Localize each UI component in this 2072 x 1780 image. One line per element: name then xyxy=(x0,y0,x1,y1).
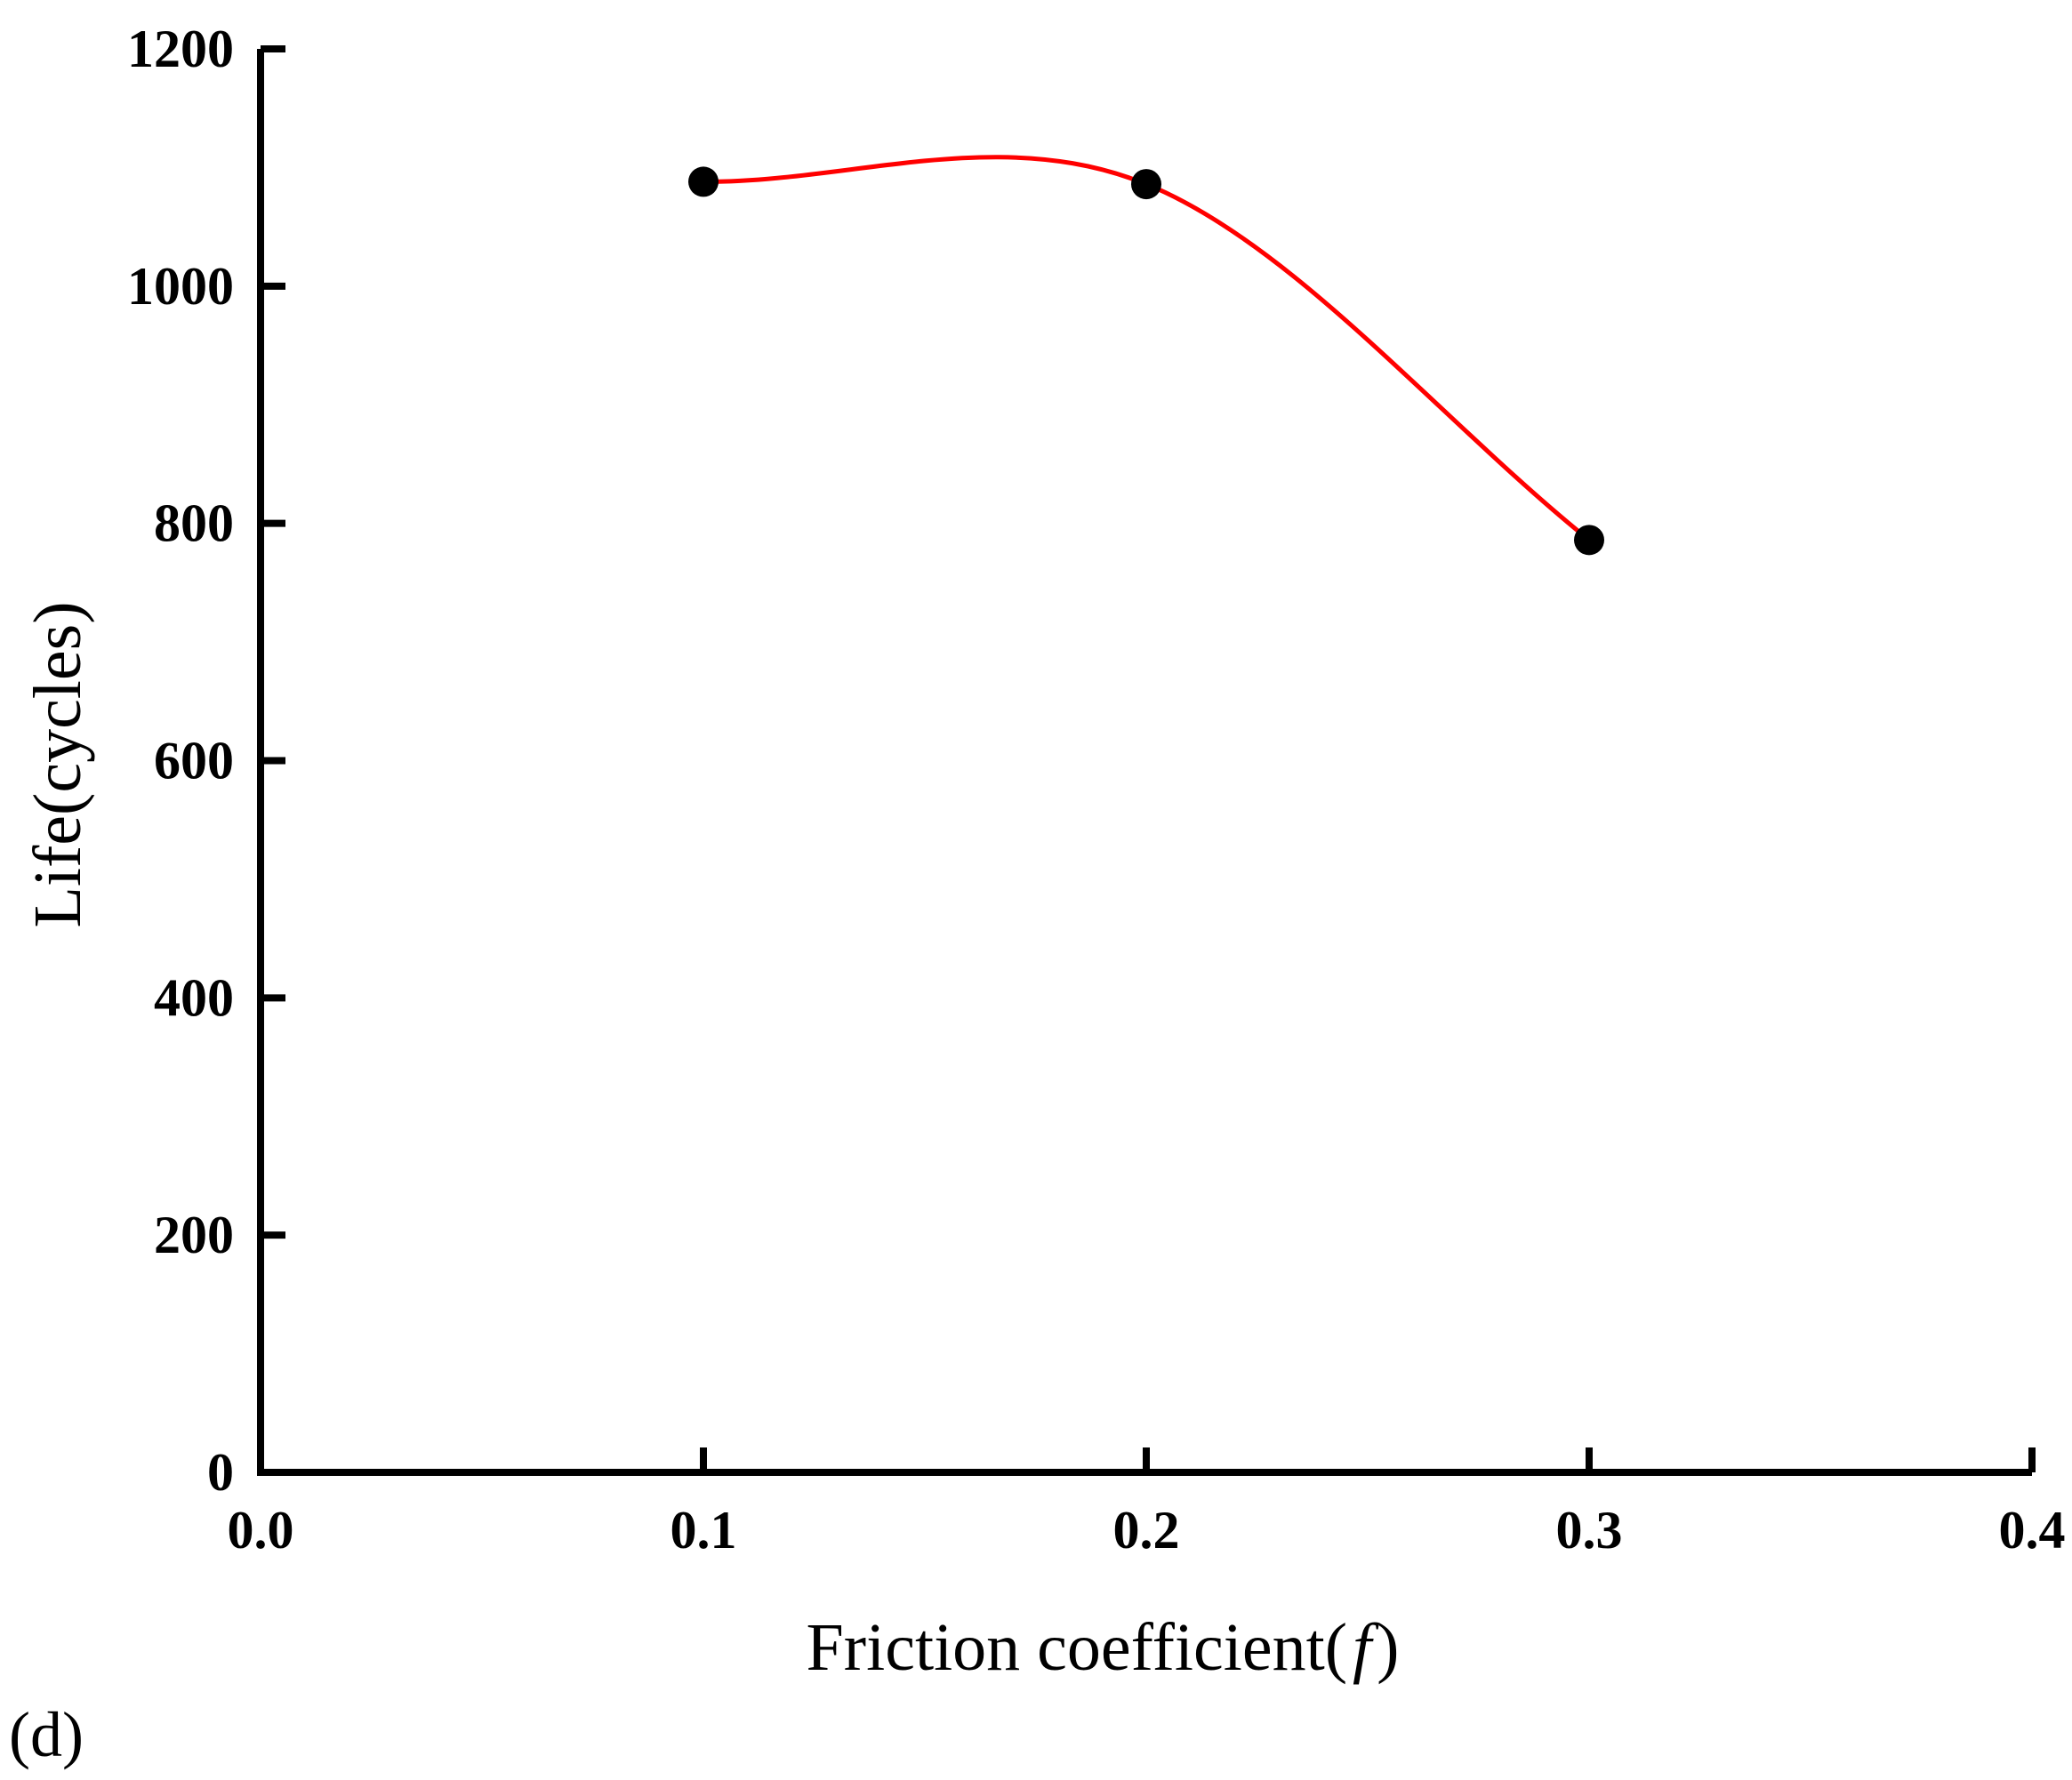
x-tick-label: 0.1 xyxy=(671,1501,737,1560)
panel-label: (d) xyxy=(9,1699,84,1770)
y-axis-ticks: 0 200 400 600 800 1000 1200 xyxy=(127,20,285,1502)
x-tick-label: 0.3 xyxy=(1556,1501,1623,1560)
y-tick-label: 1200 xyxy=(127,20,234,78)
panel-label-text: (d) xyxy=(9,1699,84,1770)
y-tick-label: 0 xyxy=(207,1443,234,1502)
x-tick-label: 0.4 xyxy=(1999,1501,2066,1560)
series-layer xyxy=(688,155,1604,556)
y-tick-label: 1000 xyxy=(127,257,234,316)
y-axis-title: Life(cycles) xyxy=(20,601,95,927)
x-tick-label: 0.0 xyxy=(228,1501,294,1560)
x-axis-title-variable: f xyxy=(1353,1610,1379,1685)
series-line xyxy=(703,155,1591,542)
data-point xyxy=(1574,525,1604,556)
y-tick-label: 200 xyxy=(154,1206,234,1264)
x-axis-title-main: Friction coefficient( xyxy=(807,1610,1347,1685)
y-tick-label: 400 xyxy=(154,968,234,1027)
plot-area: 0 200 400 600 800 1000 1200 0.0 0.1 0.2 0.3 0.4 xyxy=(127,20,2066,1560)
x-axis-title-close: ) xyxy=(1377,1610,1399,1685)
x-axis-title: Friction coefficient(f) xyxy=(807,1610,1400,1685)
data-point xyxy=(1131,169,1161,200)
y-tick-label: 600 xyxy=(154,732,234,790)
x-axis-ticks: 0.0 0.1 0.2 0.3 0.4 xyxy=(228,1447,2066,1560)
y-tick-label: 800 xyxy=(154,494,234,553)
data-point xyxy=(688,166,719,197)
x-tick-label: 0.2 xyxy=(1113,1501,1180,1560)
